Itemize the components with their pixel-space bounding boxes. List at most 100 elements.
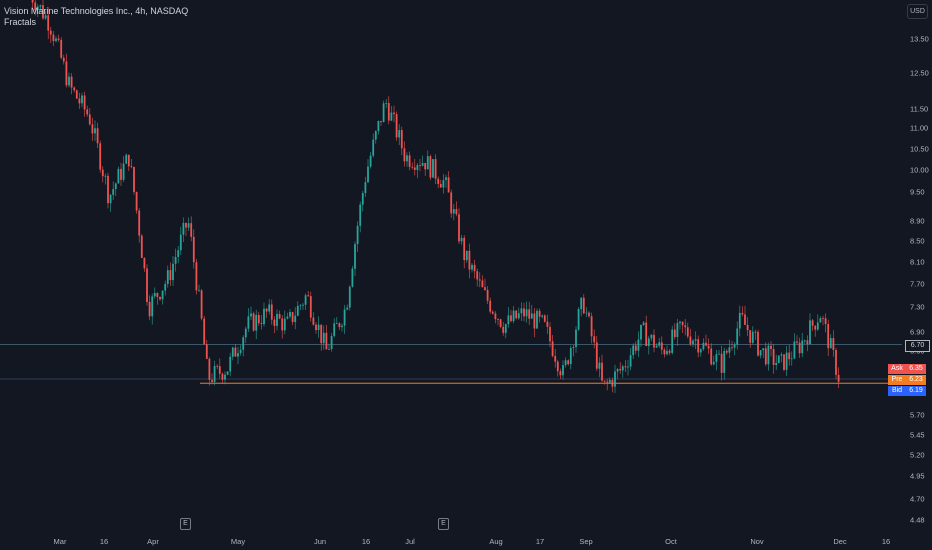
candle — [491, 310, 494, 315]
candle — [434, 154, 437, 185]
candle-body — [224, 374, 226, 380]
candle — [161, 290, 164, 305]
candle — [328, 343, 330, 350]
y-tick-label: 7.70 — [910, 279, 925, 289]
candle — [728, 339, 731, 359]
candle-body — [551, 341, 554, 356]
candle — [606, 378, 609, 391]
candle — [247, 308, 250, 333]
candle-body — [772, 348, 775, 366]
earnings-marker[interactable]: E — [180, 518, 191, 530]
candle-body — [335, 323, 338, 325]
candle-body — [299, 305, 302, 307]
y-tick-label: 6.90 — [910, 327, 925, 337]
candle — [790, 351, 793, 366]
candle-body — [543, 315, 546, 322]
candle — [575, 326, 577, 353]
candle — [153, 287, 156, 299]
candle — [697, 335, 700, 358]
candle — [569, 345, 572, 370]
candle — [117, 166, 120, 184]
candle — [627, 359, 629, 376]
candle — [510, 309, 512, 323]
candle-body — [359, 204, 362, 226]
candle-body — [177, 250, 180, 257]
candle-body — [601, 362, 603, 381]
candle — [159, 296, 161, 301]
indicator-label[interactable]: Fractals — [4, 17, 37, 27]
currency-button[interactable]: USD — [907, 4, 928, 19]
candle — [83, 91, 86, 117]
candle — [146, 264, 148, 306]
candle-body — [590, 316, 593, 337]
candle — [369, 152, 372, 169]
candle — [580, 297, 583, 317]
candle — [684, 319, 687, 336]
candle-body — [497, 319, 499, 320]
y-tick-label: 5.70 — [910, 410, 925, 420]
candle-body — [185, 222, 187, 228]
candle — [827, 319, 830, 357]
candle — [619, 362, 622, 375]
candle — [803, 339, 806, 345]
candle-body — [819, 318, 822, 323]
candle — [255, 309, 258, 340]
candle-body — [75, 90, 78, 99]
candle-body — [112, 189, 115, 195]
candle-body — [806, 340, 809, 345]
candle-body — [471, 264, 473, 270]
ask-label: Ask — [891, 365, 903, 372]
candle — [676, 318, 679, 346]
candle — [723, 347, 726, 380]
candle-body — [346, 307, 349, 310]
candle — [120, 162, 122, 186]
candle — [673, 323, 676, 340]
candle — [393, 105, 395, 123]
candle — [642, 321, 645, 326]
candle — [517, 307, 520, 320]
candle — [250, 306, 252, 320]
candle — [499, 318, 502, 329]
candle-body — [632, 345, 635, 356]
candle — [702, 338, 705, 351]
candle — [489, 297, 492, 314]
candle-body — [140, 235, 143, 258]
candle-body — [83, 95, 86, 110]
candle — [731, 340, 733, 351]
candle — [135, 191, 138, 214]
candle — [629, 347, 632, 371]
candle — [229, 352, 232, 377]
candle — [47, 7, 50, 40]
candle-body — [315, 324, 317, 331]
candle — [213, 360, 216, 386]
candle-body — [463, 237, 466, 261]
candle-body — [377, 121, 380, 132]
candle-body — [660, 342, 663, 350]
candle-body — [125, 154, 128, 164]
candle — [122, 156, 125, 182]
candle — [354, 241, 356, 276]
candle — [741, 306, 744, 317]
candle — [99, 140, 102, 173]
candle-body — [634, 345, 637, 351]
y-tick-label: 12.50 — [910, 68, 929, 78]
earnings-marker[interactable]: E — [438, 518, 449, 530]
candle — [31, 0, 34, 7]
candle — [816, 314, 819, 331]
candle-body — [320, 324, 323, 344]
candle-body — [276, 313, 278, 326]
candle — [42, 0, 44, 20]
y-tick-label: 4.70 — [910, 494, 925, 504]
candle — [780, 352, 783, 363]
candle-body — [70, 76, 73, 88]
symbol-title[interactable]: Vision Marine Technologies Inc., 4h, NAS… — [4, 6, 189, 16]
x-tick-label: Nov — [750, 537, 764, 546]
candle — [312, 312, 315, 326]
candle — [169, 262, 172, 286]
candle — [429, 154, 432, 181]
candle-body — [803, 340, 806, 342]
candle-body — [502, 326, 505, 333]
candle — [520, 302, 523, 321]
candle — [387, 96, 390, 125]
